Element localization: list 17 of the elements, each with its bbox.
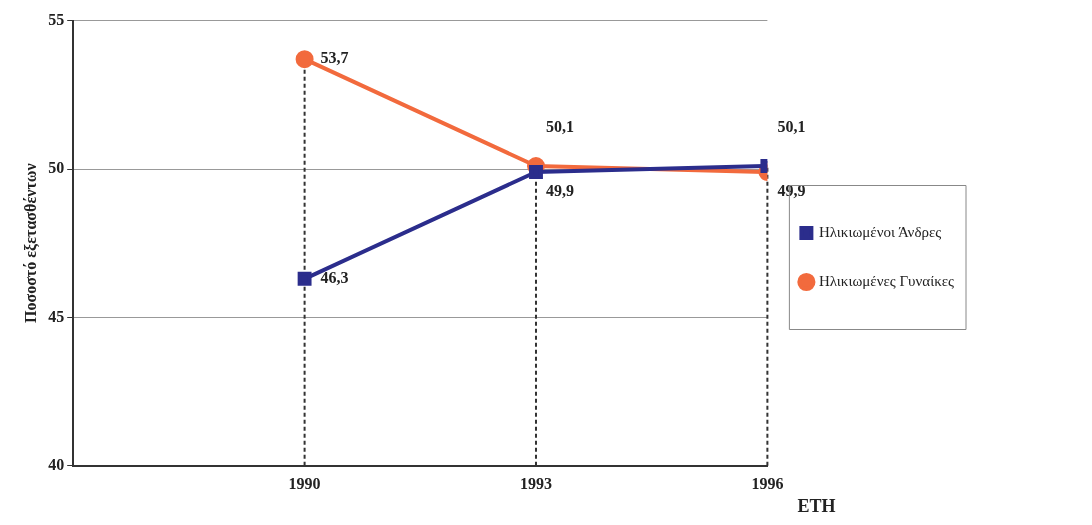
data-label: 49,9 — [777, 182, 806, 200]
data-label: 53,7 — [320, 49, 349, 67]
data-label: 50,1 — [545, 118, 574, 136]
y-tick-label: 50 — [48, 159, 65, 177]
data-label: 46,3 — [320, 268, 349, 286]
legend-label: Ηλικιωμένες Γυναίκες — [818, 272, 955, 289]
x-tick-label: 1996 — [751, 474, 784, 492]
y-tick-label: 45 — [48, 307, 65, 325]
y-tick-label: 40 — [48, 455, 65, 473]
y-tick-label: 55 — [48, 10, 65, 28]
data-label: 49,9 — [545, 182, 574, 200]
x-axis-title: ΕΤΗ — [797, 495, 836, 516]
x-tick-label: 1990 — [288, 474, 321, 492]
data-label: 50,1 — [777, 118, 806, 136]
y-axis-title: Ποσοστό εξετασθέντων — [21, 163, 40, 323]
x-tick-label: 1993 — [519, 474, 552, 492]
legend-label: Ηλικιωμένοι Άνδρες — [818, 223, 942, 240]
